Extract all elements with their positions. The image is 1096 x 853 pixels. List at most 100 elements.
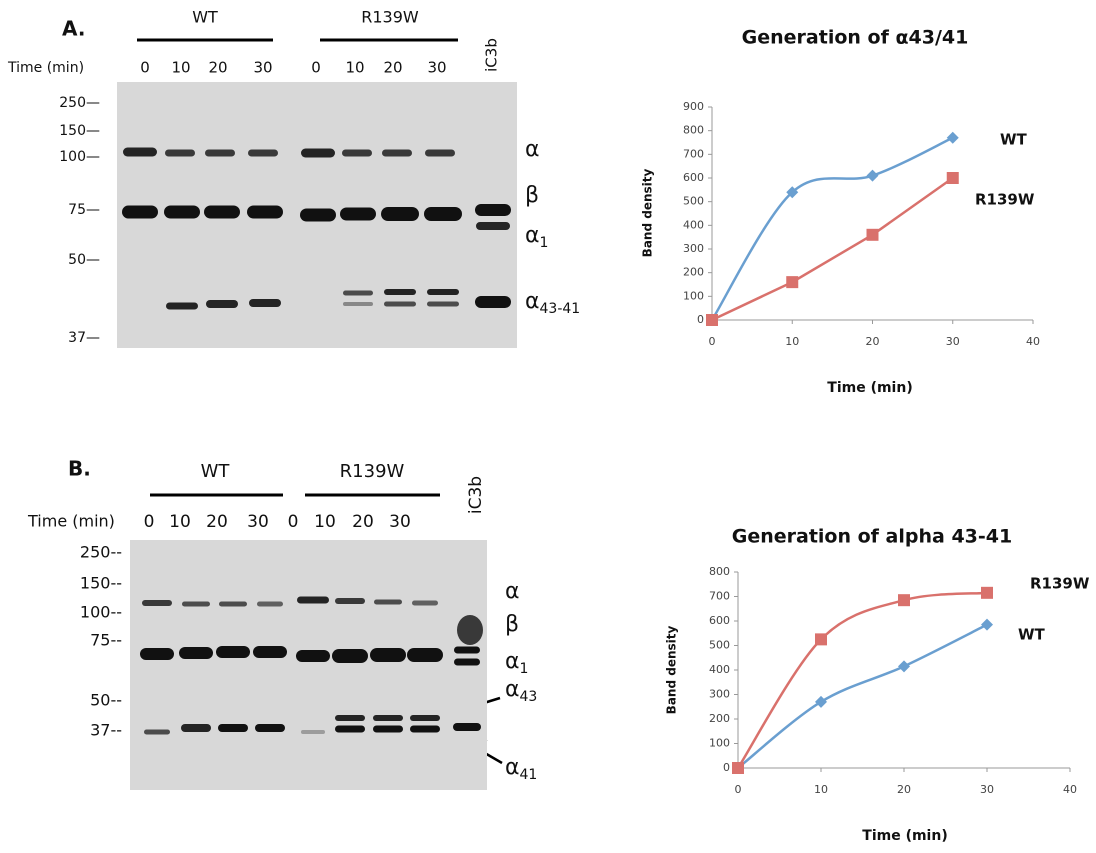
x-tick-label: 40 bbox=[1063, 783, 1077, 796]
point bbox=[946, 131, 959, 144]
group-label: WT bbox=[201, 461, 231, 482]
band-symbol: α bbox=[525, 223, 540, 248]
band bbox=[407, 648, 443, 662]
band-symbol: β bbox=[505, 612, 519, 637]
point bbox=[786, 186, 799, 199]
band bbox=[410, 715, 440, 721]
x-tick-label: 20 bbox=[897, 783, 911, 796]
time-label: Time (min) bbox=[7, 60, 84, 76]
series-line bbox=[736, 591, 988, 769]
group-label: R139W bbox=[361, 8, 419, 27]
lane-label: 0 bbox=[288, 512, 299, 532]
control-label: iC3b bbox=[483, 38, 501, 72]
band bbox=[343, 290, 373, 296]
band bbox=[216, 646, 250, 658]
point bbox=[946, 172, 959, 184]
band bbox=[373, 715, 403, 721]
point bbox=[706, 314, 718, 326]
band bbox=[475, 204, 511, 216]
band bbox=[142, 600, 172, 606]
y-tick-label: 900 bbox=[683, 100, 704, 113]
band bbox=[427, 289, 459, 295]
band-symbol: α bbox=[525, 137, 540, 162]
point bbox=[981, 586, 993, 599]
band bbox=[123, 147, 157, 157]
y-tick-label: 500 bbox=[683, 195, 704, 208]
band bbox=[382, 149, 412, 157]
band bbox=[453, 723, 481, 731]
y-axis-label: Band density bbox=[641, 169, 655, 258]
lane-label: 20 bbox=[383, 59, 402, 77]
chart-title: Generation of alpha 43-41 bbox=[732, 526, 1012, 548]
band bbox=[301, 148, 335, 158]
y-tick-label: 100 bbox=[709, 737, 730, 750]
lane-label: 10 bbox=[171, 59, 190, 77]
lane-label: 10 bbox=[169, 512, 191, 532]
band-subscript: 41 bbox=[520, 767, 538, 783]
band bbox=[374, 599, 402, 605]
band bbox=[122, 205, 158, 219]
x-tick-label: 0 bbox=[709, 335, 716, 348]
band bbox=[424, 207, 462, 221]
x-axis-label: Time (min) bbox=[862, 828, 947, 844]
band bbox=[255, 724, 285, 732]
band-label: α1 bbox=[505, 649, 528, 677]
band bbox=[342, 149, 372, 157]
lane-label: 20 bbox=[208, 59, 227, 77]
group-label: WT bbox=[192, 8, 218, 27]
band bbox=[335, 715, 365, 721]
band bbox=[300, 208, 336, 222]
lane-label: 30 bbox=[247, 512, 269, 532]
x-tick-label: 10 bbox=[814, 783, 828, 796]
lane-label: 0 bbox=[144, 512, 155, 532]
band bbox=[204, 205, 240, 219]
band bbox=[296, 650, 330, 662]
band bbox=[476, 222, 510, 230]
band-symbol: α bbox=[505, 677, 520, 702]
y-tick-label: 300 bbox=[683, 242, 704, 255]
x-tick-label: 0 bbox=[735, 783, 742, 796]
band bbox=[206, 300, 238, 308]
band bbox=[165, 149, 195, 157]
size-marker: 37-- bbox=[90, 721, 122, 740]
band bbox=[253, 646, 287, 658]
time-label: Time (min) bbox=[27, 512, 115, 531]
lane-label: 0 bbox=[311, 59, 321, 77]
band bbox=[370, 648, 406, 662]
band bbox=[297, 596, 329, 604]
lane-label: 0 bbox=[140, 59, 150, 77]
band bbox=[475, 296, 511, 308]
y-tick-label: 800 bbox=[709, 565, 730, 578]
point bbox=[732, 762, 744, 774]
lane-label: 10 bbox=[345, 59, 364, 77]
band bbox=[427, 301, 459, 307]
size-marker: 37— bbox=[68, 330, 100, 346]
band bbox=[457, 615, 483, 645]
y-tick-label: 400 bbox=[709, 663, 730, 676]
y-tick-label: 400 bbox=[683, 218, 704, 231]
band bbox=[384, 289, 416, 295]
size-marker: 75-- bbox=[90, 631, 122, 650]
y-tick-label: 0 bbox=[697, 313, 704, 326]
band-symbol: α bbox=[525, 289, 540, 314]
y-tick-label: 600 bbox=[709, 614, 730, 627]
y-tick-label: 700 bbox=[709, 590, 730, 603]
series-line bbox=[737, 623, 988, 769]
size-marker: 50-- bbox=[90, 691, 122, 710]
band bbox=[335, 598, 365, 604]
x-tick-label: 10 bbox=[785, 335, 799, 348]
band bbox=[454, 646, 480, 654]
band bbox=[412, 600, 438, 606]
panel-label: B. bbox=[68, 457, 91, 481]
band-label: α41 bbox=[505, 755, 537, 783]
band bbox=[179, 647, 213, 659]
point bbox=[815, 633, 827, 646]
band bbox=[343, 302, 373, 306]
x-tick-label: 20 bbox=[866, 335, 880, 348]
band bbox=[218, 724, 248, 732]
point bbox=[981, 618, 993, 631]
band-label: α43-41 bbox=[525, 289, 580, 317]
lane-label: 20 bbox=[206, 512, 228, 532]
band-subscript: 43 bbox=[520, 689, 538, 705]
y-tick-label: 800 bbox=[683, 124, 704, 137]
